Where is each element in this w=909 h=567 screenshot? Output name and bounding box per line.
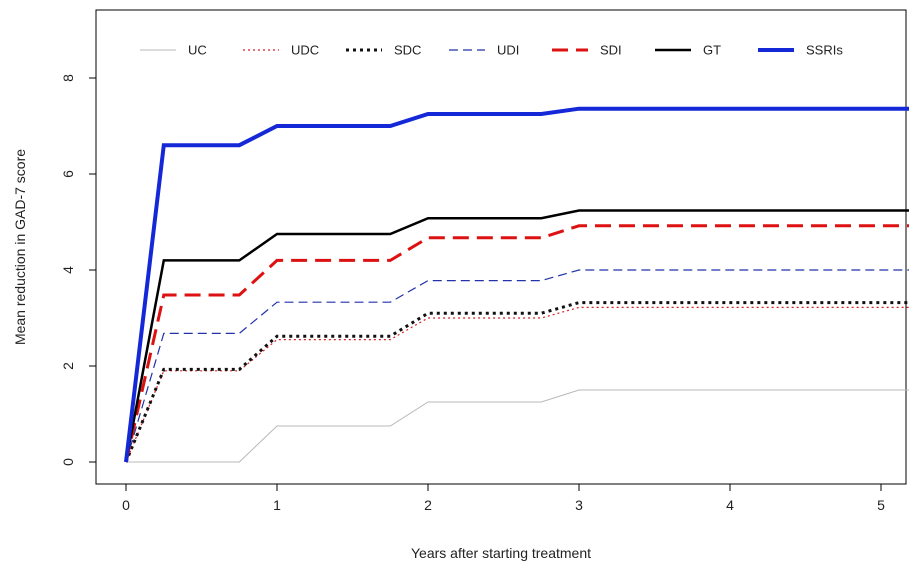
series-line-udc [125, 306, 909, 463]
y-tick-label-4: 4 [60, 266, 76, 274]
x-tick-label-1: 1 [273, 497, 281, 513]
series-line-uc [126, 389, 909, 463]
legend-label-sdi: SDI [600, 43, 622, 58]
x-tick-label-2: 2 [424, 497, 432, 513]
legend: UC UDC SDC UDI SDI GT SSRIs [140, 43, 843, 58]
series-layer [124, 106, 909, 463]
y-tick-label-8: 8 [60, 74, 76, 82]
x-tick-label-5: 5 [877, 497, 885, 513]
x-axis-label: Years after starting treatment [411, 545, 591, 561]
legend-label-udc: UDC [291, 43, 319, 58]
series-line-gt [124, 209, 909, 463]
y-tick-label-6: 6 [60, 170, 76, 178]
legend-label-gt: GT [703, 43, 721, 58]
plot-frame [95, 9, 907, 485]
x-tick-label-3: 3 [575, 497, 583, 513]
legend-label-ssris: SSRIs [806, 43, 843, 58]
legend-label-udi: UDI [497, 43, 519, 58]
series-line-udi [125, 269, 909, 463]
legend-label-sdc: SDC [394, 43, 421, 58]
y-axis: 0 2 4 6 8 [60, 74, 96, 466]
series-line-sdi [124, 224, 909, 463]
series-line-sdc [124, 301, 909, 463]
legend-label-uc: UC [188, 43, 207, 58]
x-tick-label-0: 0 [122, 497, 130, 513]
y-tick-label-2: 2 [60, 362, 76, 370]
y-axis-label: Mean reduction in GAD-7 score [12, 149, 28, 345]
y-tick-label-0: 0 [60, 458, 76, 466]
x-tick-label-4: 4 [726, 497, 734, 513]
x-axis: 0 1 2 3 4 5 [122, 484, 885, 513]
series-line-ssris [124, 106, 909, 463]
